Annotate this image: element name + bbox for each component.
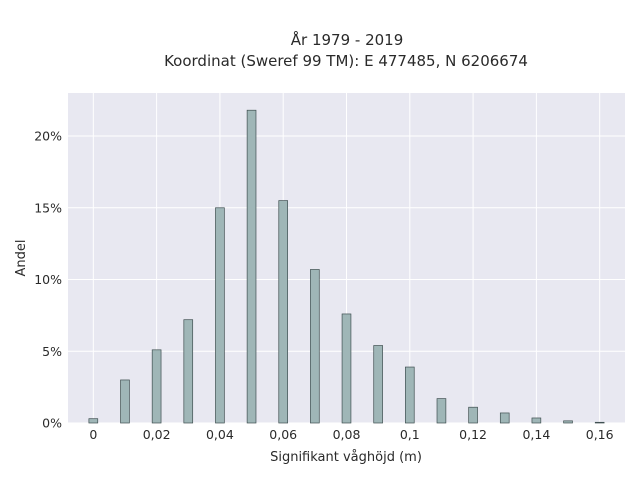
histogram-bar (215, 207, 225, 424)
y-tick-label: 0% (42, 416, 62, 431)
x-tick-label: 0,16 (586, 427, 614, 442)
y-tick-label: 10% (34, 272, 62, 287)
x-tick-label: 0,12 (459, 427, 487, 442)
chart-title-line-1: År 1979 - 2019 (291, 30, 404, 49)
chart-title-line-2: Koordinat (Sweref 99 TM): E 477485, N 62… (164, 52, 528, 70)
histogram-bar (563, 420, 573, 424)
bars (88, 109, 605, 424)
histogram-bar (310, 269, 320, 424)
x-tick-label: 0,1 (400, 427, 420, 442)
y-axis-label: Andel (14, 240, 29, 277)
x-tick-label: 0,14 (522, 427, 550, 442)
histogram-bar (468, 406, 478, 424)
histogram-bar (151, 349, 162, 424)
x-tick-label: 0 (89, 427, 97, 442)
x-tick-label: 0,04 (206, 427, 234, 442)
x-tick-label: 0,06 (269, 427, 297, 442)
histogram-bar (373, 345, 383, 424)
histogram-bar (120, 379, 130, 424)
x-tick-label: 0,08 (333, 427, 361, 442)
histogram-bar (278, 200, 288, 424)
histogram-bar (594, 421, 605, 424)
histogram-bar (531, 417, 542, 424)
histogram-bar (436, 398, 447, 424)
x-axis-ticks: 0 0,02 0,04 0,06 0,08 0,1 0,12 0,14 0,16 (89, 427, 613, 442)
histogram-bar (341, 313, 352, 424)
histogram-bar (405, 366, 415, 424)
histogram-bar (88, 418, 99, 424)
x-axis-label: Signifikant våghöjd (m) (270, 450, 422, 465)
y-tick-label: 15% (34, 200, 62, 215)
y-tick-label: 5% (42, 344, 62, 359)
x-tick-label: 0,02 (143, 427, 171, 442)
histogram-bar (499, 412, 510, 424)
y-tick-label: 20% (34, 129, 62, 144)
y-axis-ticks: 0% 5% 10% 15% 20% (34, 129, 62, 431)
histogram-bar (246, 109, 257, 424)
histogram-bar (183, 319, 194, 424)
